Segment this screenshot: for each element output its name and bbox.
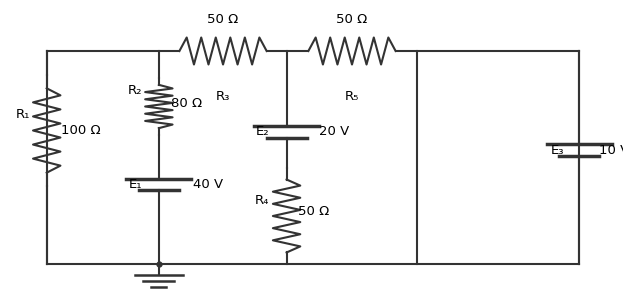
Text: E₁: E₁ [128,178,142,191]
Text: 20 V: 20 V [319,125,350,139]
Text: R₃: R₃ [216,90,231,103]
Text: 50 Ω: 50 Ω [336,13,368,26]
Text: 50 Ω: 50 Ω [298,205,329,218]
Text: 40 V: 40 V [193,178,223,191]
Text: 50 Ω: 50 Ω [207,13,239,26]
Text: 10 V: 10 V [599,143,623,157]
Text: R₅: R₅ [345,90,359,103]
Text: R₄: R₄ [255,194,269,208]
Text: E₂: E₂ [255,125,269,139]
Text: 100 Ω: 100 Ω [61,124,101,137]
Text: R₁: R₁ [16,107,30,121]
Text: E₃: E₃ [550,143,564,157]
Text: 80 Ω: 80 Ω [171,97,202,110]
Text: R₂: R₂ [128,83,142,97]
